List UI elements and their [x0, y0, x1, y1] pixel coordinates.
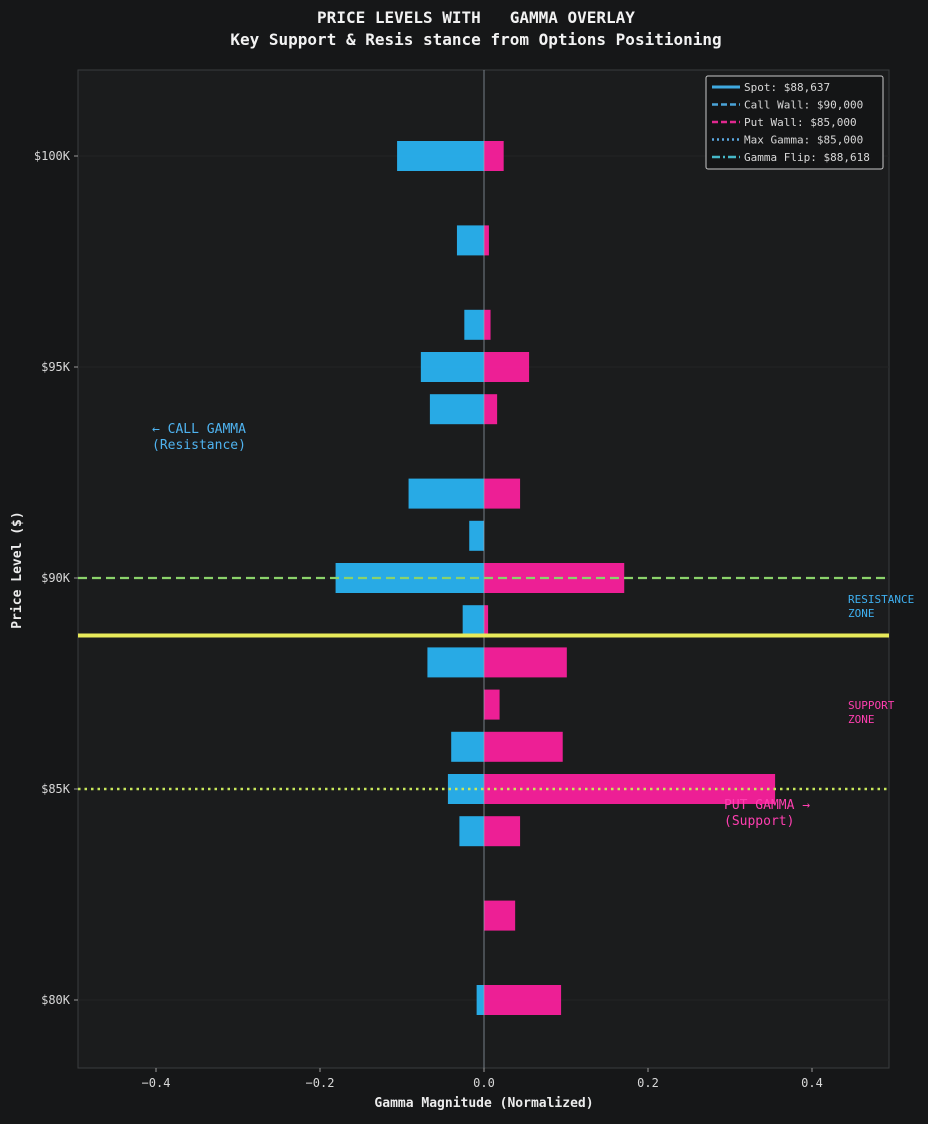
annotation-put-right: PUT GAMMA →	[724, 798, 810, 813]
legend-label: Max Gamma: $85,000	[744, 134, 863, 147]
annotation-call-left: ← CALL GAMMA	[152, 422, 246, 437]
annotation-resistance-right: RESISTANCE	[848, 593, 914, 606]
y-tick-label: $100K	[34, 149, 71, 163]
plot-area: $80K $85K $90K $95K $100K −0.4 −0.2 0.0 0.2 0.4 ← …	[34, 69, 914, 1090]
annotation-resistance-right: ZONE	[848, 607, 875, 620]
put-gamma-bar	[484, 478, 521, 509]
call-gamma-bar	[451, 731, 484, 762]
put-gamma-bar	[484, 689, 500, 720]
put-gamma-bar	[484, 900, 516, 931]
x-tick-label: −0.4	[142, 1076, 171, 1090]
legend-label: Spot: $88,637	[744, 81, 830, 94]
call-gamma-bar	[464, 309, 484, 340]
annotation-call-left: (Resistance)	[152, 438, 246, 453]
y-tick-label: $85K	[41, 782, 71, 796]
put-gamma-bar	[484, 605, 489, 636]
call-gamma-bar	[447, 774, 484, 804]
call-gamma-bar	[420, 352, 484, 382]
y-tick-label: $95K	[41, 360, 71, 374]
call-gamma-bar	[427, 647, 484, 678]
y-tick-label: $90K	[41, 571, 71, 585]
put-gamma-bar	[484, 647, 567, 678]
y-tick-label: $80K	[41, 993, 71, 1007]
put-gamma-bar	[484, 141, 504, 171]
x-tick-label: −0.2	[306, 1076, 335, 1090]
x-tick-label: 0.0	[473, 1076, 495, 1090]
annotation-put-right: (Support)	[724, 814, 794, 829]
put-gamma-bar	[484, 352, 530, 382]
put-gamma-bar	[484, 394, 498, 425]
chart-title: PRICE LEVELS WITH GAMMA OVERLAY	[317, 8, 635, 27]
legend-label: Call Wall: $90,000	[744, 99, 863, 112]
x-tick-label: 0.4	[801, 1076, 823, 1090]
put-gamma-bar	[484, 985, 562, 1015]
put-gamma-bar	[484, 309, 491, 340]
call-gamma-bar	[408, 478, 484, 509]
legend-box	[705, 75, 884, 170]
put-gamma-bar	[484, 225, 489, 256]
call-gamma-bar	[459, 816, 484, 847]
x-axis-label: Gamma Magnitude (Normalized)	[374, 1096, 593, 1111]
y-axis-label: Price Level ($)	[10, 511, 25, 628]
call-gamma-bar	[462, 605, 484, 636]
call-gamma-bar	[476, 985, 484, 1015]
annotation-support-right: SUPPORT	[848, 699, 895, 712]
call-gamma-bar	[469, 520, 484, 551]
put-gamma-bar	[484, 731, 563, 762]
chart-subtitle: Key Support & Resis stance from Options …	[230, 30, 721, 49]
call-gamma-bar	[456, 225, 484, 256]
annotation-support-right: ZONE	[848, 713, 875, 726]
x-tick-label: 0.2	[637, 1076, 659, 1090]
call-gamma-bar	[397, 141, 484, 171]
legend-label: Put Wall: $85,000	[744, 116, 857, 129]
legend: Spot: $88,637 Call Wall: $90,000 Put Wall:…	[705, 75, 884, 170]
put-gamma-bar	[484, 816, 521, 847]
legend-label: Gamma Flip: $88,618	[744, 151, 870, 164]
put-gamma-bar	[484, 774, 776, 804]
call-gamma-bar	[429, 394, 484, 425]
